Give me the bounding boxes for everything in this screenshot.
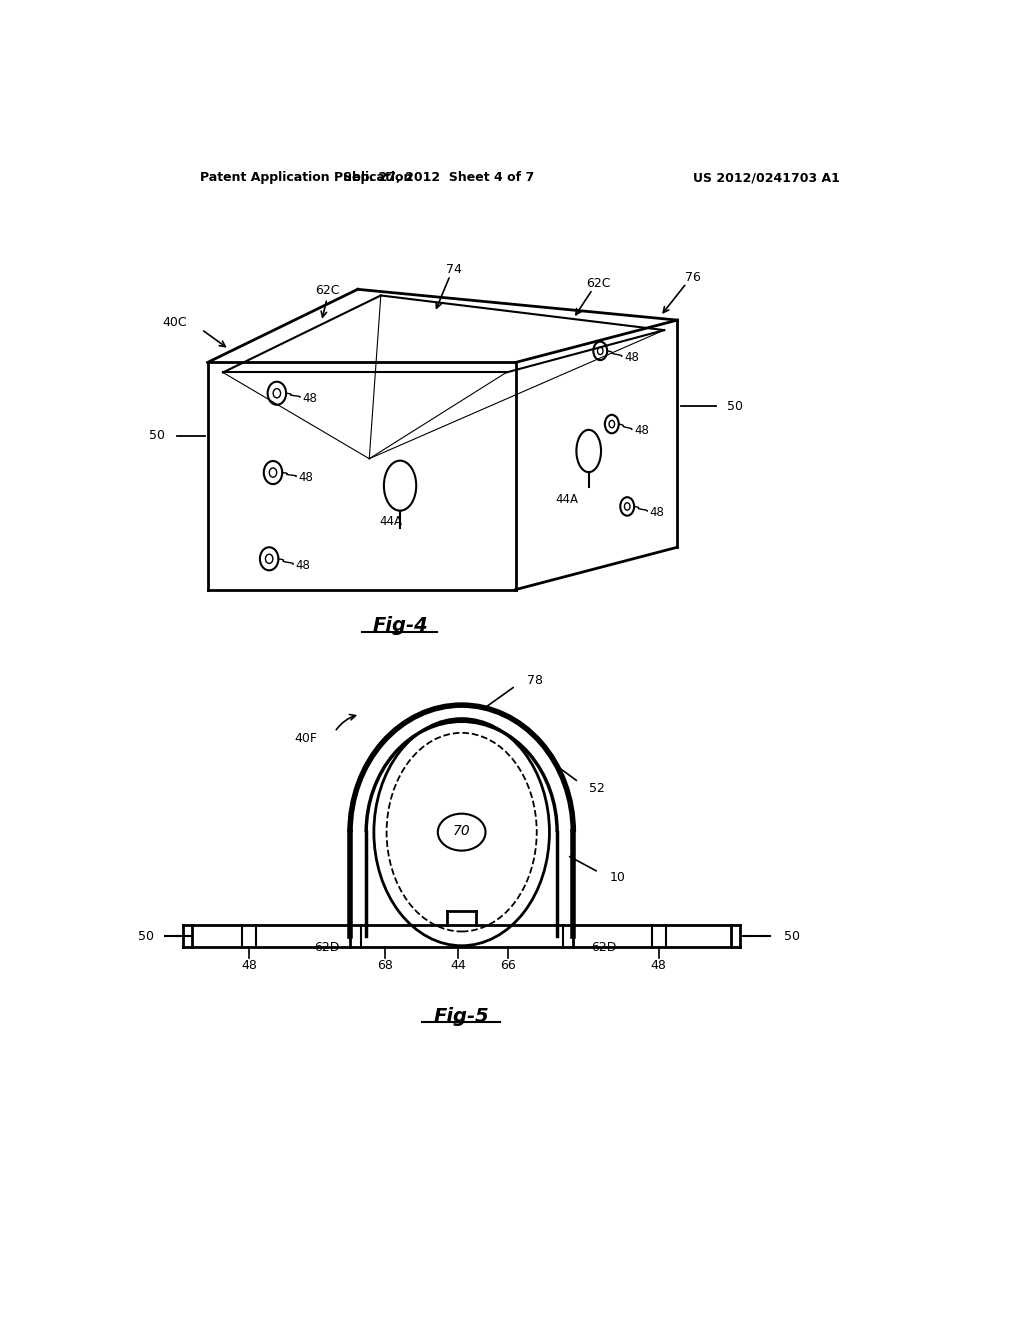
Text: 52: 52 xyxy=(590,781,605,795)
Text: 44A: 44A xyxy=(556,492,579,506)
Text: 62C: 62C xyxy=(314,284,339,297)
Text: 78: 78 xyxy=(527,675,543,686)
Text: 44A: 44A xyxy=(379,515,402,528)
Text: 40F: 40F xyxy=(294,731,316,744)
Text: Fig-5: Fig-5 xyxy=(434,1007,489,1027)
Text: 48: 48 xyxy=(299,471,313,484)
Text: 68: 68 xyxy=(377,958,392,972)
Text: 74: 74 xyxy=(446,263,462,276)
Text: 48: 48 xyxy=(635,425,649,437)
Text: 62D: 62D xyxy=(592,941,616,954)
Text: 48: 48 xyxy=(296,560,310,573)
Text: 48: 48 xyxy=(650,506,665,519)
Text: Patent Application Publication: Patent Application Publication xyxy=(200,172,413,185)
Text: 70: 70 xyxy=(453,824,471,838)
Text: 50: 50 xyxy=(150,429,165,442)
Text: 66: 66 xyxy=(500,958,516,972)
Text: Fig-4: Fig-4 xyxy=(372,616,428,635)
Bar xyxy=(193,925,731,946)
Text: 62C: 62C xyxy=(587,277,611,289)
Text: 40C: 40C xyxy=(162,315,186,329)
Text: 48: 48 xyxy=(302,392,317,405)
Text: 48: 48 xyxy=(651,958,667,972)
Text: 48: 48 xyxy=(625,351,639,364)
Text: 44: 44 xyxy=(450,958,466,972)
Text: US 2012/0241703 A1: US 2012/0241703 A1 xyxy=(692,172,840,185)
Text: 76: 76 xyxy=(685,271,700,284)
Text: 50: 50 xyxy=(137,929,154,942)
Text: 62D: 62D xyxy=(314,941,340,954)
Text: 48: 48 xyxy=(242,958,257,972)
Text: 10: 10 xyxy=(609,871,626,884)
Text: Sep. 27, 2012  Sheet 4 of 7: Sep. 27, 2012 Sheet 4 of 7 xyxy=(343,172,535,185)
Text: 50: 50 xyxy=(783,929,800,942)
Text: 50: 50 xyxy=(727,400,743,413)
